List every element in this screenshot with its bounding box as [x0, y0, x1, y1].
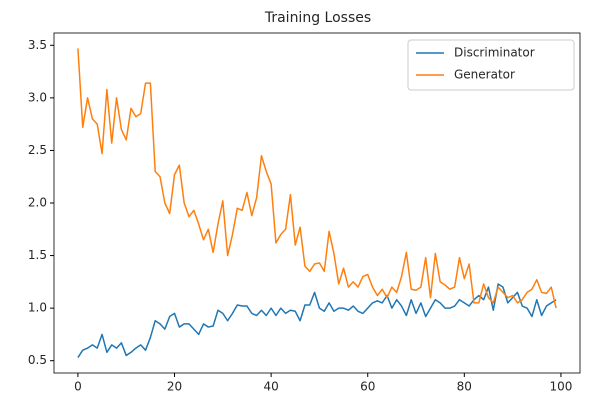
legend-label: Generator [454, 68, 515, 82]
legend-box [407, 39, 575, 91]
x-tick-label: 60 [360, 380, 375, 394]
x-tick-label: 0 [74, 380, 82, 394]
y-tick-label: 0.5 [28, 353, 47, 367]
series-line [77, 283, 557, 358]
y-tick-label: 3.0 [28, 90, 47, 104]
y-tick-label: 2.0 [28, 196, 47, 210]
legend-label: Discriminator [454, 46, 535, 60]
series-line [77, 48, 557, 309]
y-tick-label: 2.5 [28, 143, 47, 157]
plot-frame [53, 32, 581, 374]
x-tick-label: 20 [167, 380, 182, 394]
x-tick-label: 100 [549, 380, 572, 394]
y-tick-label: 1.5 [28, 248, 47, 262]
y-tick-label: 1.0 [28, 301, 47, 315]
x-tick-label: 80 [457, 380, 472, 394]
chart-title: Training Losses [264, 10, 371, 26]
x-tick-label: 40 [263, 380, 278, 394]
y-tick-label: 3.5 [28, 38, 47, 52]
